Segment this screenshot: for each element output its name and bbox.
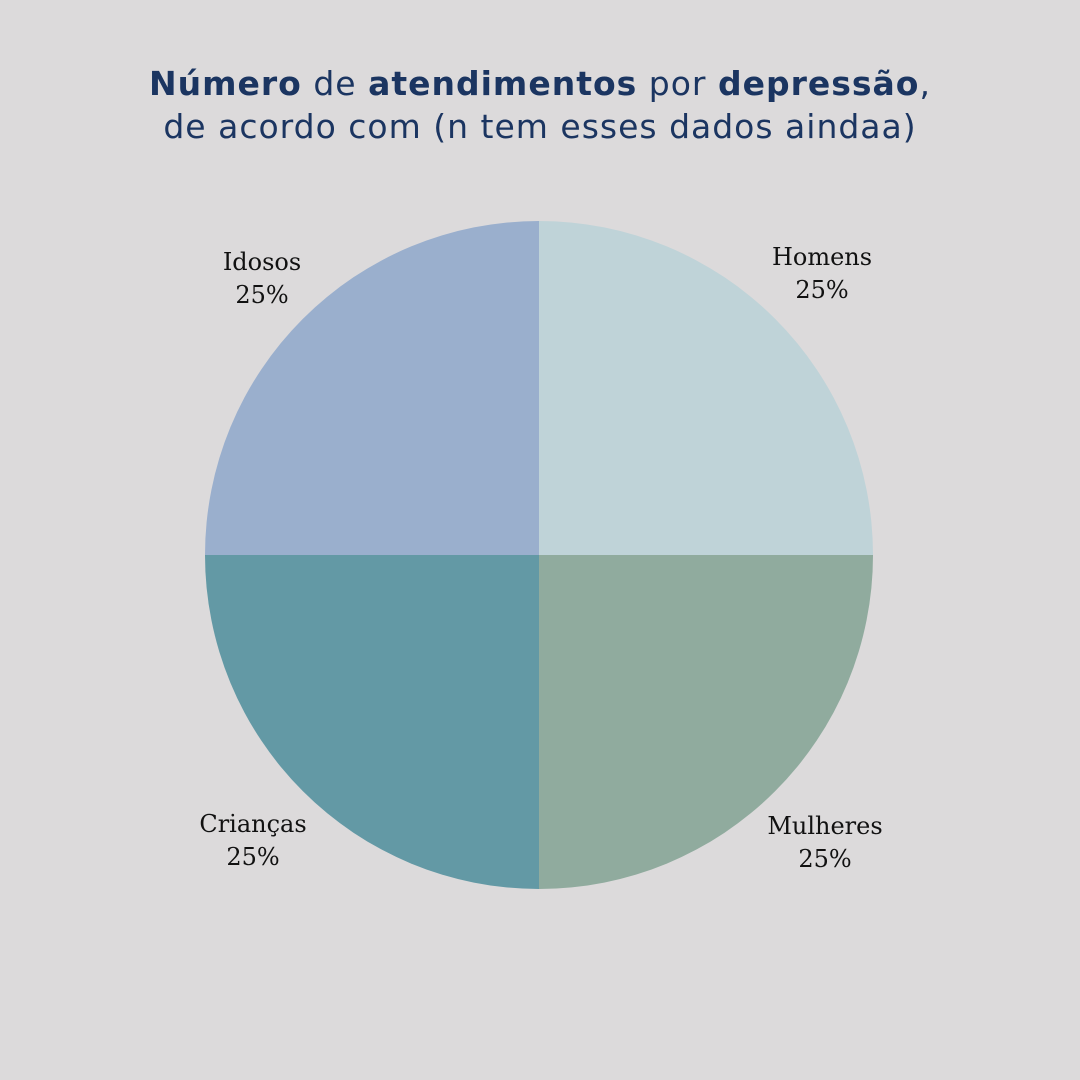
slice-label-3: Idosos	[223, 248, 301, 276]
slice-percent-2: 25%	[226, 843, 279, 871]
slice-label-2: Crianças	[199, 810, 306, 838]
pie-slice-crianças	[205, 555, 539, 889]
slice-percent-3: 25%	[235, 281, 288, 309]
slice-percent-1: 25%	[798, 845, 851, 873]
slice-percent-0: 25%	[795, 276, 848, 304]
pie-slice-homens	[539, 221, 873, 555]
slice-label-0: Homens	[772, 243, 872, 271]
slice-label-1: Mulheres	[767, 812, 882, 840]
